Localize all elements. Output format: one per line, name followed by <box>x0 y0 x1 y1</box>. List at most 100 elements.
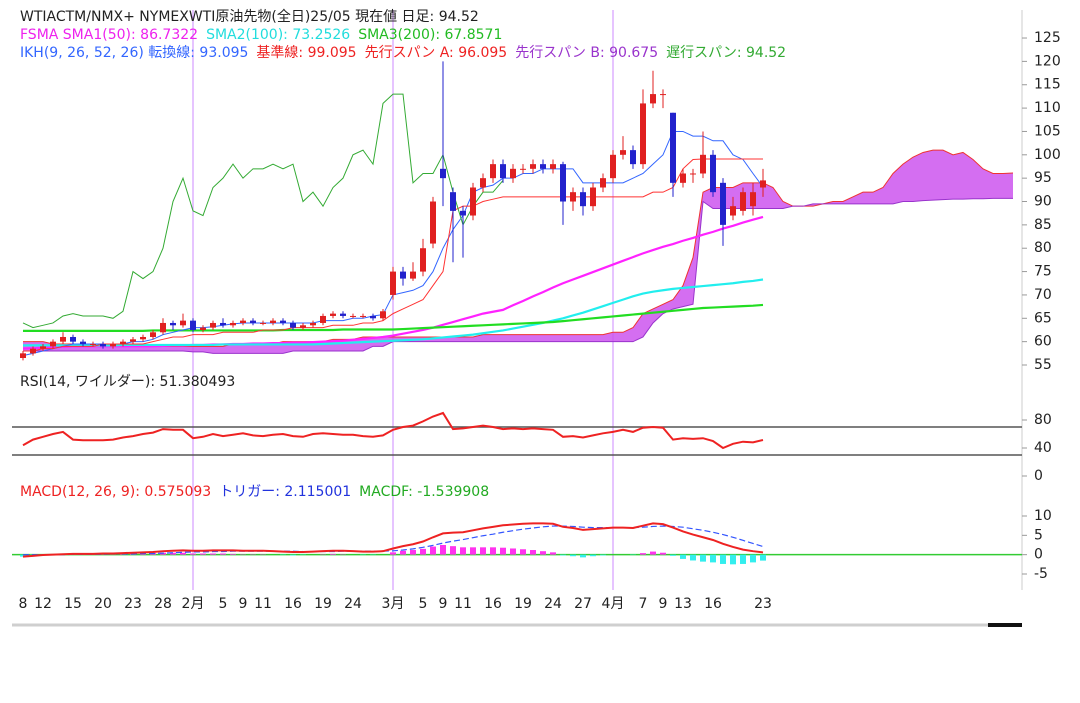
legend-line: WTIACTM/NMX+ NYMEXWTI原油先物(全日)25/05 現在値 日… <box>20 8 479 25</box>
candle-body <box>210 322 216 328</box>
x-tick-label: 11 <box>254 596 272 612</box>
y-tick-label: 95 <box>1034 170 1052 186</box>
macd-histogram-bar <box>600 554 606 556</box>
macd-histogram-bar <box>750 554 756 563</box>
macd-histogram-bar <box>680 554 686 559</box>
x-tick-label: 9 <box>659 596 668 612</box>
candle-body <box>430 201 436 244</box>
legend-entry: MACD(12, 26, 9): 0.575093 <box>20 484 211 500</box>
y-tick-label: 90 <box>1034 194 1052 210</box>
x-tick-label: 2月 <box>182 596 205 612</box>
candle-body <box>700 154 706 174</box>
x-tick-label: 12 <box>34 596 52 612</box>
x-tick-label: 9 <box>239 596 248 612</box>
legend-entry: SMA2(100): 73.2526 <box>206 27 350 43</box>
macd-histogram-bar <box>210 553 216 555</box>
macd-histogram-bar <box>710 554 716 563</box>
candle-body <box>740 192 746 211</box>
x-tick-label: 19 <box>314 596 332 612</box>
candle-body <box>440 168 446 179</box>
candle-body <box>570 192 576 202</box>
candle-body <box>180 320 186 326</box>
y-tick-label: 60 <box>1034 334 1052 350</box>
candle-body <box>730 206 736 216</box>
y-tick-label: 80 <box>1034 412 1052 428</box>
candle-body <box>760 180 766 188</box>
macd-histogram-bar <box>480 547 486 555</box>
y-tick-label: 65 <box>1034 310 1052 326</box>
candle-body <box>620 150 626 155</box>
indicator-line <box>23 278 764 347</box>
candle-body <box>660 94 666 96</box>
x-tick-label: 9 <box>439 596 448 612</box>
macd-histogram-bar <box>560 554 566 556</box>
macd-histogram-bar <box>570 554 576 557</box>
candle-body <box>330 313 336 316</box>
rsi-line <box>22 411 764 450</box>
candle-body <box>80 341 86 344</box>
macd-histogram-bar <box>460 547 466 555</box>
candle-body <box>400 271 406 279</box>
candle-body <box>140 336 146 340</box>
candle-body <box>680 173 686 183</box>
y-tick-label: 80 <box>1034 240 1052 256</box>
y-tick-label: 55 <box>1034 357 1052 373</box>
x-tick-label: 19 <box>514 596 532 612</box>
candle-body <box>490 164 496 179</box>
macd-histogram-bar <box>580 554 586 558</box>
ichimoku-cloud <box>23 150 1013 354</box>
macd-histogram-bar <box>730 554 736 565</box>
y-tick-label: 100 <box>1034 147 1061 163</box>
candle-body <box>250 320 256 323</box>
candle-body <box>150 332 156 337</box>
macd-histogram-bar <box>400 550 406 555</box>
candle-body <box>220 322 226 326</box>
candle-body <box>540 164 546 169</box>
candle-body <box>550 164 556 169</box>
candle-body <box>380 311 386 319</box>
candle-body <box>610 154 616 179</box>
macd-histogram-bar <box>450 546 456 555</box>
candle-body <box>410 271 416 279</box>
legend-entry: 先行スパン B: 90.675 <box>515 45 658 61</box>
legend-entry: FSMA SMA1(50): 86.7322 <box>20 27 198 43</box>
macd-histogram-bar <box>640 553 646 555</box>
candle-body <box>270 320 276 323</box>
legend-entry: 基準線: 99.095 <box>256 44 356 61</box>
y-tick-label: 40 <box>1034 440 1052 456</box>
macd-histogram-bar <box>500 547 506 555</box>
candle-body <box>280 320 286 323</box>
candle-body <box>750 192 756 207</box>
legend-line: IKH(9, 26, 52, 26) 転換線: 93.095 基準線: 99.09… <box>20 44 786 61</box>
candle-body <box>90 343 96 345</box>
candle-body <box>640 103 646 165</box>
candle-body <box>40 346 46 349</box>
signal-line <box>23 525 764 556</box>
x-tick-label: 11 <box>454 596 472 612</box>
macd-histogram-bar <box>170 552 176 555</box>
senkou-span-b <box>23 197 1013 354</box>
x-tick-label: 16 <box>484 596 502 612</box>
panel-title: MACD(12, 26, 9): 0.575093 トリガー: 2.115001 M… <box>20 484 489 500</box>
candle-body <box>360 315 366 317</box>
macd-histogram-bar <box>760 554 766 561</box>
candle-body <box>130 339 136 342</box>
indicator-line <box>23 158 764 352</box>
panel-title: RSI(14, ワイルダー): 51.380493 <box>20 374 235 390</box>
macd-histogram-bar <box>740 554 746 564</box>
legend-entry: MACDF: -1.539908 <box>359 484 489 500</box>
candle-body <box>350 315 356 317</box>
candle-body <box>70 336 76 342</box>
x-tick-label: 16 <box>284 596 302 612</box>
legend-entry: WTIACTM/NMX+ NYMEXWTI原油先物(全日)25/05 現在値 日… <box>20 8 479 25</box>
macd-histogram-bar <box>490 547 496 555</box>
macd-histogram-bar <box>670 554 676 556</box>
candle-body <box>670 112 676 183</box>
candle-body <box>720 182 726 225</box>
macd-histogram-bar <box>700 554 706 562</box>
y-tick-label: 0 <box>1034 547 1043 563</box>
y-tick-label: 125 <box>1034 30 1061 46</box>
y-tick-label: 10 <box>1034 508 1052 524</box>
